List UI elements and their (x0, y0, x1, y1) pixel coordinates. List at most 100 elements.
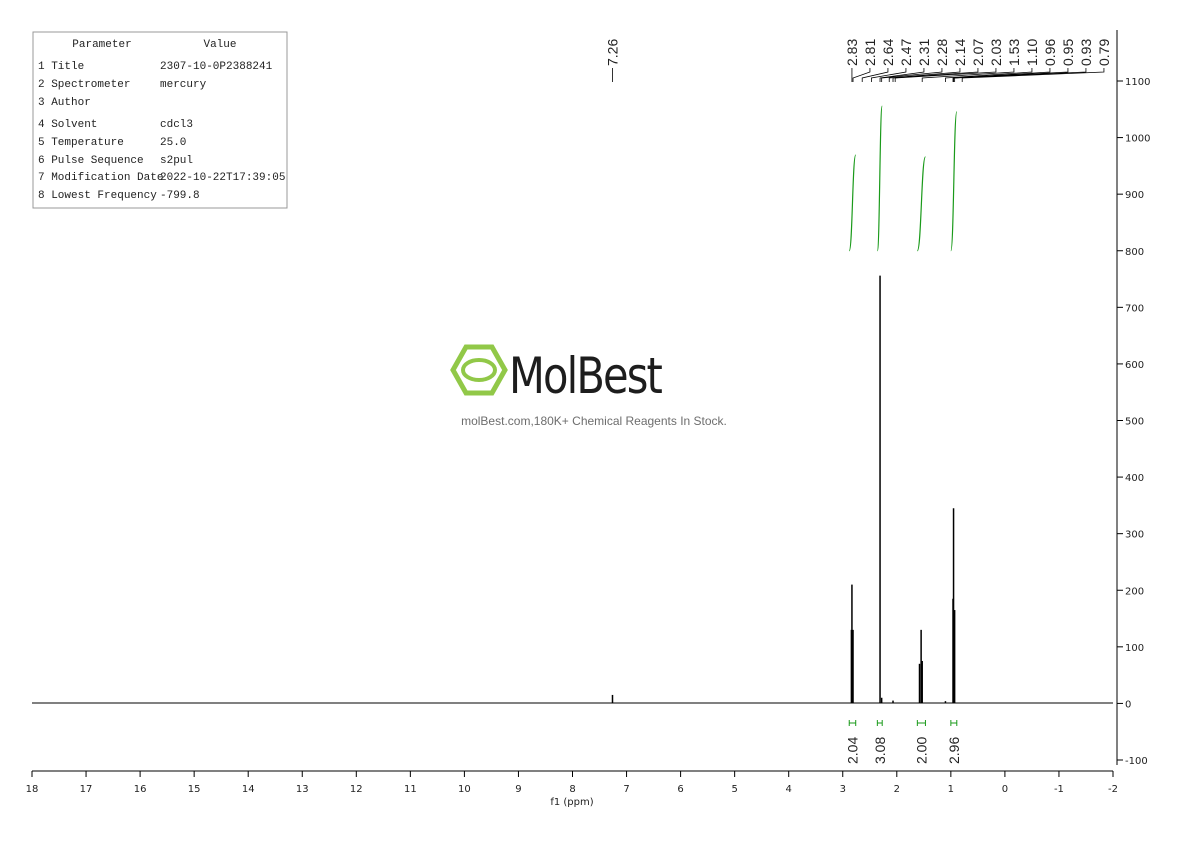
peak-label: 2.81 (862, 39, 878, 66)
x-tick-label: 9 (515, 784, 521, 795)
peak-connector (961, 68, 1105, 82)
peak-connector (861, 68, 889, 82)
table-cell: -799.8 (160, 190, 200, 202)
integral-curve (876, 105, 883, 252)
peak-label: 2.03 (988, 39, 1004, 66)
peak-label: 1.10 (1024, 39, 1040, 66)
x-tick-label: 11 (404, 784, 417, 795)
y-tick-label: 300 (1125, 530, 1144, 541)
y-tick-label: 100 (1125, 643, 1144, 654)
y-tick-label: 0 (1125, 699, 1131, 710)
x-tick-label: 6 (677, 784, 683, 795)
peak-connector (921, 68, 1015, 82)
y-tick-label: 800 (1125, 247, 1144, 258)
peak-label: 2.83 (844, 39, 860, 66)
x-axis-label: f1 (ppm) (550, 797, 593, 808)
table-cell: mercury (160, 79, 207, 91)
table-header: Parameter (72, 39, 131, 51)
x-tick-label: 16 (134, 784, 147, 795)
table-cell: 3 Author (38, 97, 91, 109)
x-tick-label: -2 (1108, 784, 1118, 795)
peak-label: 7.26 (604, 39, 620, 66)
table-cell: 5 Temperature (38, 137, 124, 149)
watermark-tagline: molBest.com,180K+ Chemical Reagents In S… (461, 414, 727, 428)
table-cell: s2pul (160, 155, 193, 167)
peak-label: 0.79 (1096, 39, 1112, 66)
table-cell: 4 Solvent (38, 119, 97, 131)
integral-bracket (876, 720, 883, 726)
peak-label: 2.47 (898, 39, 914, 66)
logo-hexagon (450, 344, 508, 396)
y-tick-label: 400 (1125, 473, 1144, 484)
x-tick-label: 3 (840, 784, 846, 795)
peak-label: 0.96 (1042, 39, 1058, 66)
table-header: Value (203, 39, 236, 51)
y-tick-label: 1000 (1125, 134, 1150, 145)
y-tick-label: 900 (1125, 190, 1144, 201)
table-cell: 2022-10-22T17:39:05 (160, 172, 285, 184)
watermark-brand: MolBest (509, 347, 662, 405)
peak-label: 2.28 (934, 39, 950, 66)
y-tick-label: -100 (1125, 756, 1148, 767)
table-cell: 2307-10-0P2388241 (160, 61, 273, 73)
watermark: MolBest molBest.com,180K+ Chemical Reage… (450, 344, 727, 428)
x-tick-label: -1 (1054, 784, 1064, 795)
x-tick-label: 4 (786, 784, 792, 795)
integral-label: 3.08 (872, 737, 888, 764)
peak-label: 1.53 (1006, 39, 1022, 66)
peak-connector (953, 68, 1069, 82)
y-tick-label: 1100 (1125, 77, 1150, 88)
table-cell: 25.0 (160, 137, 186, 149)
y-tick-label: 700 (1125, 303, 1144, 314)
x-tick-label: 0 (1002, 784, 1008, 795)
peak-connector (892, 68, 979, 82)
integral-curve (916, 156, 927, 252)
table-cell: cdcl3 (160, 119, 193, 131)
y-tick-label: 600 (1125, 360, 1144, 371)
peak-connector (870, 68, 907, 82)
integral-label: 2.96 (946, 737, 962, 764)
x-tick-label: 8 (569, 784, 575, 795)
table-cell: 6 Pulse Sequence (38, 155, 144, 167)
x-tick-label: 5 (731, 784, 737, 795)
peak-connector (954, 68, 1087, 82)
table-cell: 2 Spectrometer (38, 79, 130, 91)
peak-connector (879, 68, 925, 82)
x-tick-label: 12 (350, 784, 363, 795)
x-tick-label: 17 (80, 784, 93, 795)
table-cell: 7 Modification Date (38, 172, 163, 184)
parameter-table (32, 31, 288, 209)
integral-label: 2.04 (844, 737, 860, 764)
x-tick-label: 2 (894, 784, 900, 795)
peak-connector (888, 68, 961, 82)
peak-label: 2.14 (952, 39, 968, 66)
x-tick-label: 15 (188, 784, 201, 795)
table-cell: 8 Lowest Frequency (38, 190, 157, 202)
peak-label: 2.64 (880, 39, 896, 66)
peak-connector (952, 68, 1051, 82)
peak-label: 2.07 (970, 39, 986, 66)
peak-connector (945, 68, 1033, 82)
x-tick-label: 13 (296, 784, 309, 795)
integral-bracket (950, 720, 958, 726)
integral-label: 2.00 (913, 737, 929, 764)
peak-label: 2.31 (916, 39, 932, 66)
x-tick-label: 7 (623, 784, 629, 795)
integral-curve (848, 154, 857, 252)
integral-curve (950, 111, 958, 252)
x-tick-label: 10 (458, 784, 471, 795)
x-tick-label: 14 (242, 784, 255, 795)
peak-label: 0.95 (1060, 39, 1076, 66)
y-tick-label: 500 (1125, 417, 1144, 428)
peak-label: 0.93 (1078, 39, 1094, 66)
integral-bracket (848, 720, 857, 726)
peak-connector (894, 68, 997, 82)
peak-connector (852, 68, 871, 82)
peak-connector (881, 68, 943, 82)
table-cell: 1 Title (38, 61, 84, 73)
x-tick-label: 1 (948, 784, 954, 795)
x-tick-label: 18 (26, 784, 39, 795)
logo-ring (461, 358, 497, 382)
